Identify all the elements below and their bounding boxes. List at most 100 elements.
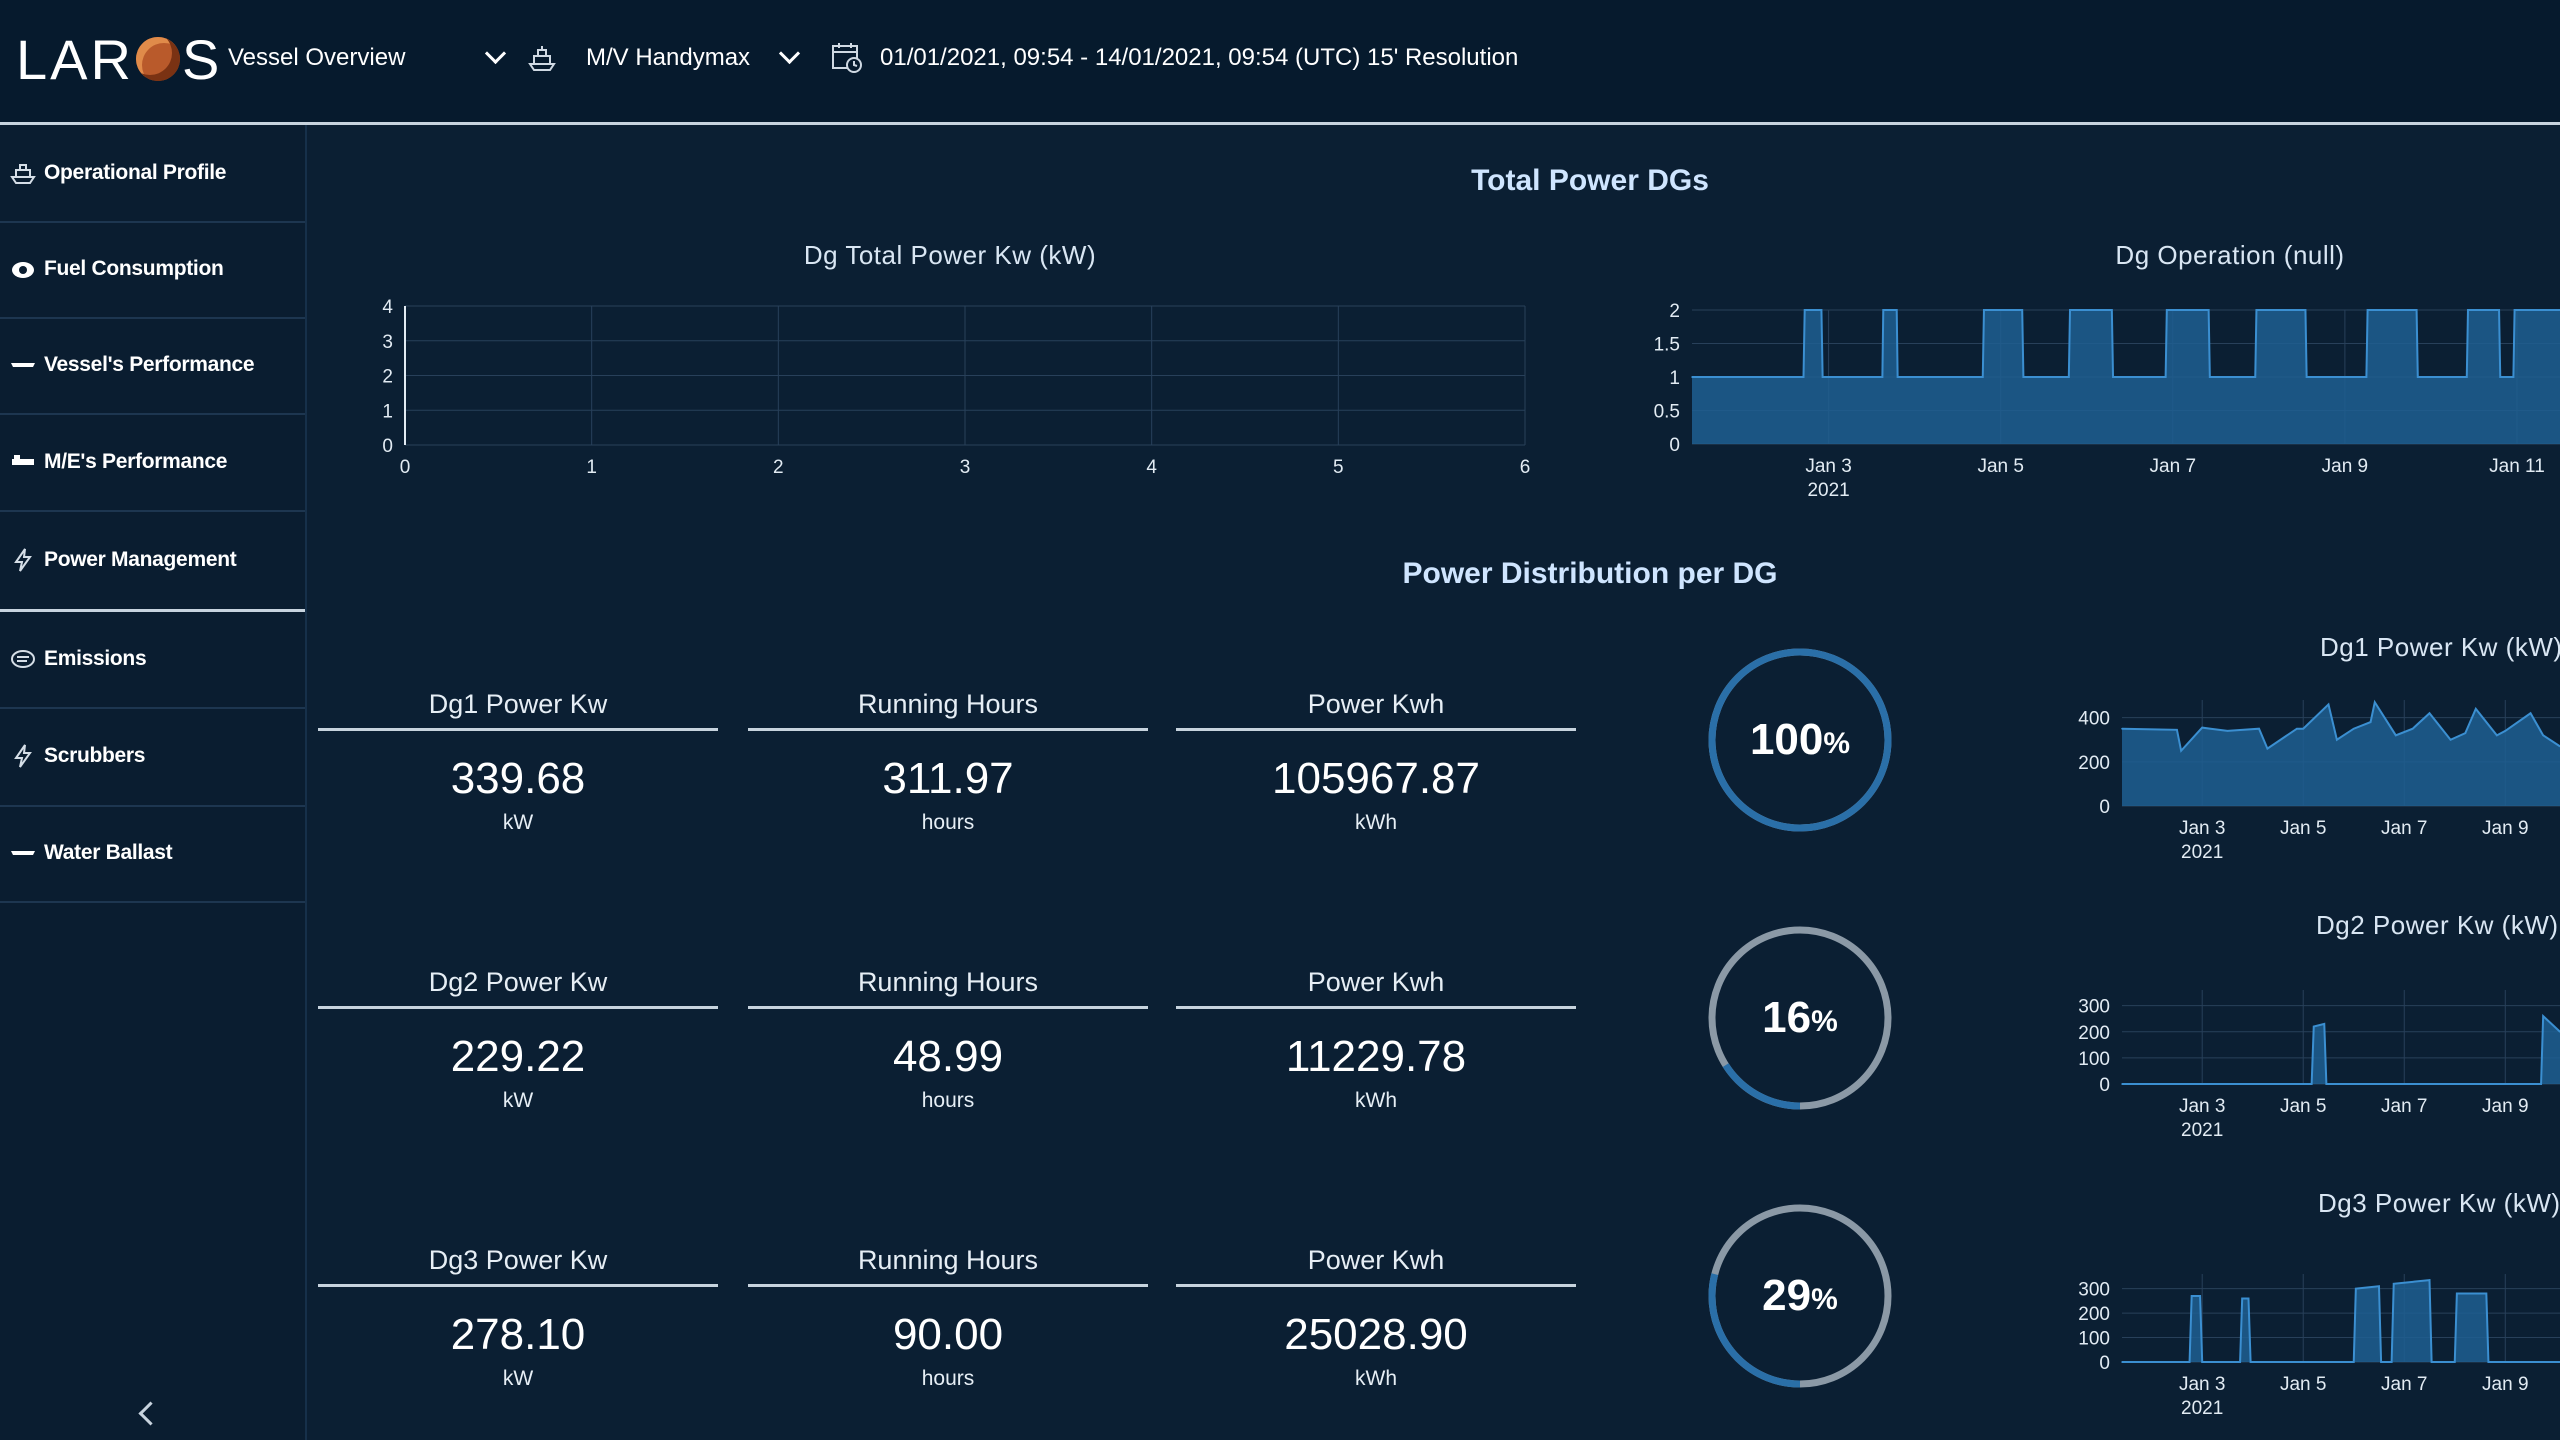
y-tick-label: 3 [382, 332, 393, 353]
gauge-label: 16% [1700, 918, 1900, 1118]
x-tick-label: 4 [1146, 457, 1157, 478]
series-area [2122, 702, 2560, 806]
stat-unit: hours [921, 811, 975, 834]
y-tick-label: 0 [382, 436, 393, 457]
chart-dg3-power: 0 100 200 300 Jan 3 2021 Jan 5 Jan 7 Jan 9 [2078, 1274, 2560, 1419]
stat-label: Running Hours [748, 1236, 1148, 1287]
data-point [2327, 703, 2330, 706]
dg1-power-stat: Dg1 Power Kw 339.68 kW [318, 680, 718, 835]
data-point [2190, 1295, 2193, 1297]
y-tick-label: 100 [2078, 1329, 2110, 1350]
stat-label: Power Kwh [1176, 958, 1576, 1009]
data-point [2188, 1361, 2191, 1363]
data-point [2121, 727, 2123, 730]
x-tick-label: Jan 9 [2482, 818, 2528, 839]
chart-title-dg2: Dg2 Power Kw (kW) [2316, 910, 2559, 940]
stat-unit: hours [921, 1367, 975, 1390]
calendar-icon[interactable] [830, 40, 864, 74]
sidebar-item-scrubbers[interactable]: Scrubbers [0, 707, 305, 807]
data-point [1981, 376, 1984, 378]
data-point [2226, 730, 2229, 732]
y-tick-label: 1.5 [1654, 335, 1680, 356]
vessel-select[interactable]: M/V Handymax [586, 44, 750, 72]
data-point [1803, 309, 1806, 311]
view-select-label: Vessel Overview [228, 44, 406, 71]
sidebar-item-fuel-consumption[interactable]: Fuel Consumption [0, 221, 305, 319]
sidebar-item-label: Vessel's Performance [44, 353, 255, 376]
chart-title-total-power: Dg Total Power Kw (kW) [803, 240, 1097, 270]
top-bar: LAR S Vessel Overview M/V Handymax 01/01… [0, 0, 2560, 125]
sidebar-item-water-ballast[interactable]: Water Ballast [0, 805, 305, 903]
y-tick-label: 400 [2078, 709, 2110, 730]
gauge-percent-sign: % [1823, 727, 1851, 760]
data-point [2373, 701, 2376, 704]
chart-title-dg3: Dg3 Power Kw (kW) [2318, 1188, 2560, 1218]
laros-logo[interactable]: LAR S [16, 24, 222, 94]
data-point [1820, 309, 1823, 311]
data-point [1882, 309, 1885, 311]
data-point [2336, 738, 2338, 741]
stat-value: 105967.87 [1272, 754, 1480, 803]
y-tick-label: 0 [2099, 1075, 2110, 1096]
stat-value: 11229.78 [1285, 1032, 1467, 1081]
dg3-power-stat: Dg3 Power Kw 278.10 kW [318, 1236, 718, 1391]
data-point [2512, 376, 2515, 378]
dg3-share-gauge: 29% [1700, 1196, 1900, 1396]
sidebar-item-label: Power Management [44, 548, 237, 571]
sidebar-item-operational-profile[interactable]: Operational Profile [0, 125, 305, 223]
data-point [2366, 309, 2369, 311]
dg1-running-hours-stat: Running Hours 311.97 hours [748, 680, 1148, 835]
data-point [1821, 376, 1824, 378]
data-point [2323, 1023, 2326, 1025]
sidebar-item-vessels-performance[interactable]: Vessel's Performance [0, 317, 305, 415]
stat-label: Running Hours [748, 958, 1148, 1009]
sidebar-item-me-performance[interactable]: M/E's Performance [0, 413, 305, 512]
dg2-power-kwh-stat: Power Kwh 11229.78 kWh [1176, 958, 1576, 1113]
x-tick-label: Jan 3 [2179, 818, 2225, 839]
data-point [2380, 1361, 2382, 1363]
stat-unit: kWh [1355, 1367, 1397, 1390]
stat-label: Dg2 Power Kw [318, 958, 718, 1009]
gauge-fill [1708, 926, 1892, 1110]
view-select-chevron-icon[interactable] [484, 42, 507, 65]
vessel-icon [10, 352, 36, 378]
y-tick-label: 0 [2099, 797, 2110, 818]
data-point [2258, 727, 2260, 730]
sidebar-item-power-management[interactable]: Power Management [0, 511, 305, 612]
data-point [2395, 734, 2397, 737]
data-point [2312, 1025, 2315, 1028]
data-point [2453, 1361, 2456, 1363]
stat-value: 229.22 [450, 1032, 586, 1081]
data-point [2209, 727, 2212, 730]
series-line [2121, 699, 2560, 753]
gauge-percent: 100 [1749, 715, 1824, 764]
stat-unit: kW [502, 1367, 534, 1390]
chart-total-power: 0 1 2 3 4 5 6 0 1 2 3 4 [382, 297, 1530, 478]
sidebar-item-emissions[interactable]: Emissions [0, 611, 305, 709]
stat-value: 48.99 [892, 1032, 1004, 1081]
y-tick-label: 200 [2078, 1023, 2110, 1044]
view-select[interactable]: Vessel Overview [228, 44, 405, 72]
series-line [1692, 309, 2560, 378]
data-point [2365, 376, 2368, 378]
sidebar-item-label: Fuel Consumption [44, 257, 224, 280]
data-point [2254, 376, 2257, 378]
date-range[interactable]: 01/01/2021, 09:54 - 14/01/2021, 09:54 (U… [880, 44, 1518, 72]
chart-dg-operation: 0 0.5 1 1.5 2 Jan 3 2021 Jan 5 Jan 7 Jan 9 Jan 11 [1654, 301, 2560, 501]
data-point [1691, 376, 1693, 378]
section-title-total-power: Total Power DGs [1471, 164, 1709, 197]
data-point [2496, 734, 2498, 737]
data-point [2456, 1292, 2458, 1295]
vessel-select-chevron-icon[interactable] [778, 42, 801, 65]
stat-value: 311.97 [882, 754, 1014, 803]
data-point [2021, 309, 2024, 311]
x-tick-label: 3 [960, 457, 971, 478]
data-point [2430, 1361, 2433, 1363]
x-tick-label: 1 [586, 457, 597, 478]
data-point [2415, 309, 2418, 311]
x-year-label: 2021 [2181, 1398, 2223, 1419]
data-point [2201, 1361, 2203, 1363]
x-tick-label: Jan 5 [1977, 456, 2023, 477]
gauge-percent: 29 [1762, 1271, 1812, 1320]
x-tick-label: Jan 9 [2322, 456, 2368, 477]
